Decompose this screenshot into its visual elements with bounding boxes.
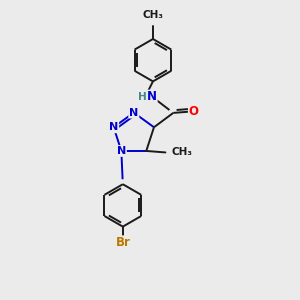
Text: H: H (138, 92, 146, 102)
Text: N: N (147, 90, 157, 103)
Text: N: N (117, 146, 126, 156)
Text: N: N (109, 122, 118, 132)
Text: N: N (129, 108, 138, 118)
Text: H: H (138, 92, 146, 102)
Text: Br: Br (116, 236, 130, 249)
Text: CH₃: CH₃ (142, 11, 164, 20)
Text: O: O (189, 105, 199, 118)
Text: H: H (141, 92, 150, 102)
Text: CH₃: CH₃ (172, 147, 193, 158)
